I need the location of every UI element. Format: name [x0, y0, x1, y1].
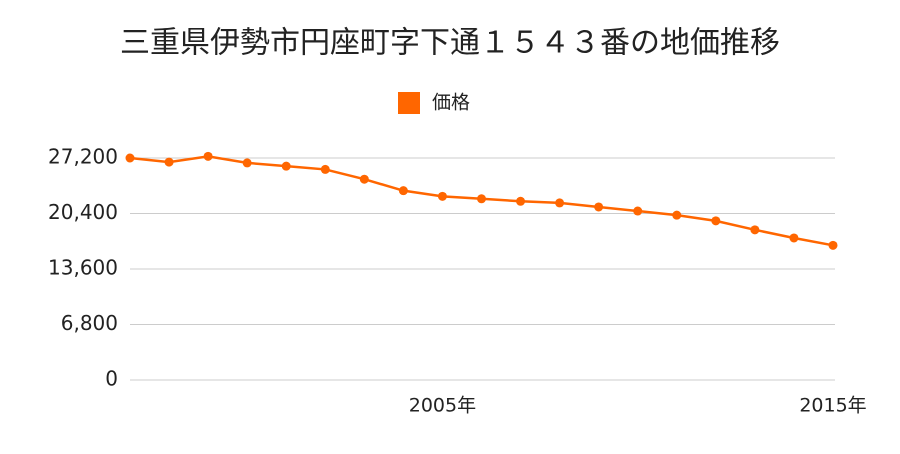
point	[828, 240, 838, 250]
y-tick-label: 27,200	[48, 145, 118, 169]
point	[164, 157, 174, 167]
point	[555, 198, 565, 208]
point	[203, 151, 213, 161]
chart-title: 三重県伊勢市円座町字下通１５４３番の地価推移	[120, 26, 780, 61]
point	[477, 194, 486, 204]
legend-label: 価格	[432, 92, 470, 114]
point	[125, 153, 135, 163]
y-tick-label: 0	[105, 367, 118, 391]
point	[320, 164, 330, 174]
point	[281, 161, 291, 171]
y-tick-label: 20,400	[48, 200, 118, 224]
point	[242, 158, 252, 168]
point	[516, 196, 526, 206]
x-tick-label: 2005年	[409, 395, 476, 417]
point	[672, 210, 682, 220]
point	[437, 191, 447, 201]
point	[359, 174, 369, 184]
point	[750, 225, 760, 235]
point	[398, 186, 408, 196]
point	[711, 216, 721, 226]
x-tick-label: 2015年	[799, 395, 866, 417]
point	[594, 202, 604, 212]
point	[633, 206, 643, 216]
y-tick-label: 6,800	[61, 311, 118, 335]
point	[789, 233, 799, 243]
y-tick-label: 13,600	[48, 256, 118, 280]
legend-swatch	[398, 92, 420, 114]
